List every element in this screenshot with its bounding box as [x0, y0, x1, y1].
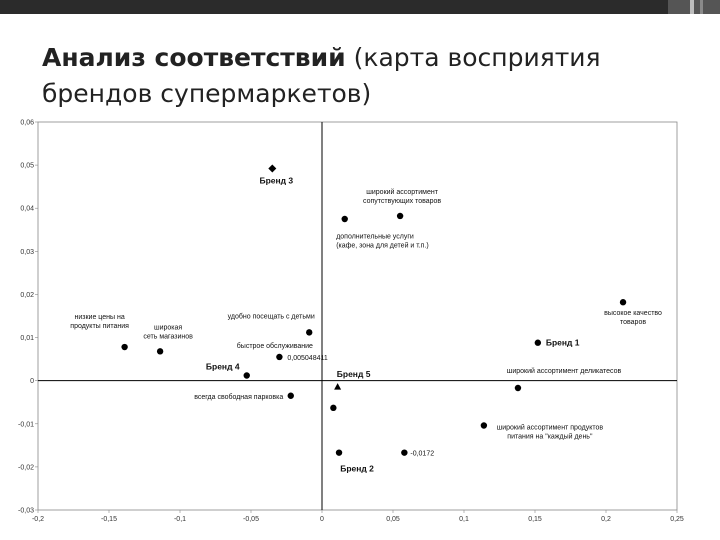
brand-label: Бренд 3 [259, 176, 293, 186]
y-tick-label: 0,05 [20, 163, 34, 170]
brand-point-marker [268, 164, 277, 173]
attribute-label-line: широкий ассортимент [366, 188, 438, 196]
attribute-label: широкий ассортимент продуктов питания на … [497, 424, 604, 441]
attribute-point-marker [401, 449, 408, 456]
x-tick-label: -0,2 [32, 516, 44, 523]
attribute-label: 0,005048411 [287, 355, 327, 362]
top-decoration-bar [0, 0, 720, 22]
attribute-point-marker [396, 212, 404, 220]
x-tick-label: 0,2 [601, 516, 611, 523]
attribute-point-marker [480, 422, 488, 429]
y-tick-label: -0,01 [18, 421, 34, 428]
brand-label: Бренд 4 [206, 361, 240, 371]
x-tick-label: -0,05 [243, 516, 259, 523]
y-tick-label: 0,01 [20, 335, 34, 342]
x-tick-label: 0 [320, 516, 324, 523]
attribute-label-line: широкая [154, 324, 182, 331]
attribute-point-marker [306, 329, 313, 336]
attribute-point-marker [330, 404, 337, 412]
y-tick-label: 0,03 [20, 249, 34, 256]
top-accent-line [690, 0, 694, 14]
x-tick-label: -0,1 [174, 516, 186, 523]
brand-point-marker [243, 372, 250, 379]
brand-label: Бренд 2 [340, 464, 374, 474]
attribute-label: высокое качество товаров [604, 310, 662, 326]
plot-frame [37, 121, 678, 511]
attribute-label-line: продукты питания [70, 323, 129, 330]
attribute-label-line: питания на "каждый день" [507, 433, 593, 441]
y-tick-label: -0,03 [18, 508, 34, 515]
attribute-label: всегда свободная парковка [194, 393, 283, 401]
brand-point-marker [335, 449, 343, 456]
y-tick-label: -0,02 [18, 464, 34, 471]
y-tick-label: 0,04 [20, 206, 34, 213]
brand-label: Бренд 5 [337, 369, 371, 379]
attribute-label: широкая сеть магазинов [143, 324, 193, 340]
attribute-label-line: высокое качество [604, 310, 662, 317]
attribute-label: широкий ассортимент сопутствующих товаров [363, 188, 441, 205]
brand-point-marker [534, 339, 542, 346]
annotation-label-line: дополнительные услуги [336, 233, 414, 240]
attribute-point-marker [156, 348, 164, 355]
attribute-point-marker [287, 392, 294, 399]
annotation-label: быстрое обслуживание [237, 342, 313, 350]
x-tick-label: 0,15 [528, 516, 542, 523]
slide-title: Анализ соответствий (карта восприятия бр… [42, 40, 702, 112]
attribute-label-line: сеть магазинов [143, 333, 193, 340]
attribute-point-marker [276, 353, 283, 361]
attribute-label: низкие цены на продукты питания [70, 314, 129, 330]
top-dark-band [0, 0, 668, 14]
attribute-label: -0,0172 [410, 451, 434, 458]
y-tick-label: 0,06 [20, 120, 34, 127]
attribute-point-marker [121, 343, 128, 351]
y-tick-label: 0 [30, 378, 34, 385]
y-tick-label: 0,02 [20, 292, 34, 299]
annotation-label-line: (кафе, зона для детей и т.п.) [336, 241, 429, 249]
x-tick-label: 0,05 [386, 516, 400, 523]
x-tick-label: 0,25 [670, 516, 684, 523]
brand-label: Бренд 1 [546, 338, 580, 348]
attribute-point-marker [341, 215, 348, 223]
slide-title-rest: (карта восприятия брендов супермаркетов) [42, 43, 601, 108]
attribute-label-line: широкий ассортимент продуктов [497, 424, 604, 432]
slide-title-bold: Анализ соответствий [42, 43, 346, 72]
attribute-label: удобно посещать с детьми [228, 312, 315, 320]
x-tick-label: -0,15 [101, 516, 117, 523]
brand-point-marker [334, 383, 342, 390]
annotation-label: дополнительные услуги (кафе, зона для дет… [336, 233, 429, 249]
attribute-label-line: товаров [620, 319, 646, 326]
attribute-point-marker [514, 384, 522, 392]
top-accent-line-2 [700, 0, 703, 14]
attribute-label-line: низкие цены на [75, 314, 125, 321]
attribute-label: широкий ассортимент деликатесов [507, 367, 622, 375]
attribute-point-marker [619, 299, 627, 306]
attribute-label-line: сопутствующих товаров [363, 198, 441, 205]
top-dark-band-end [668, 0, 720, 14]
x-tick-label: 0,1 [459, 516, 469, 523]
